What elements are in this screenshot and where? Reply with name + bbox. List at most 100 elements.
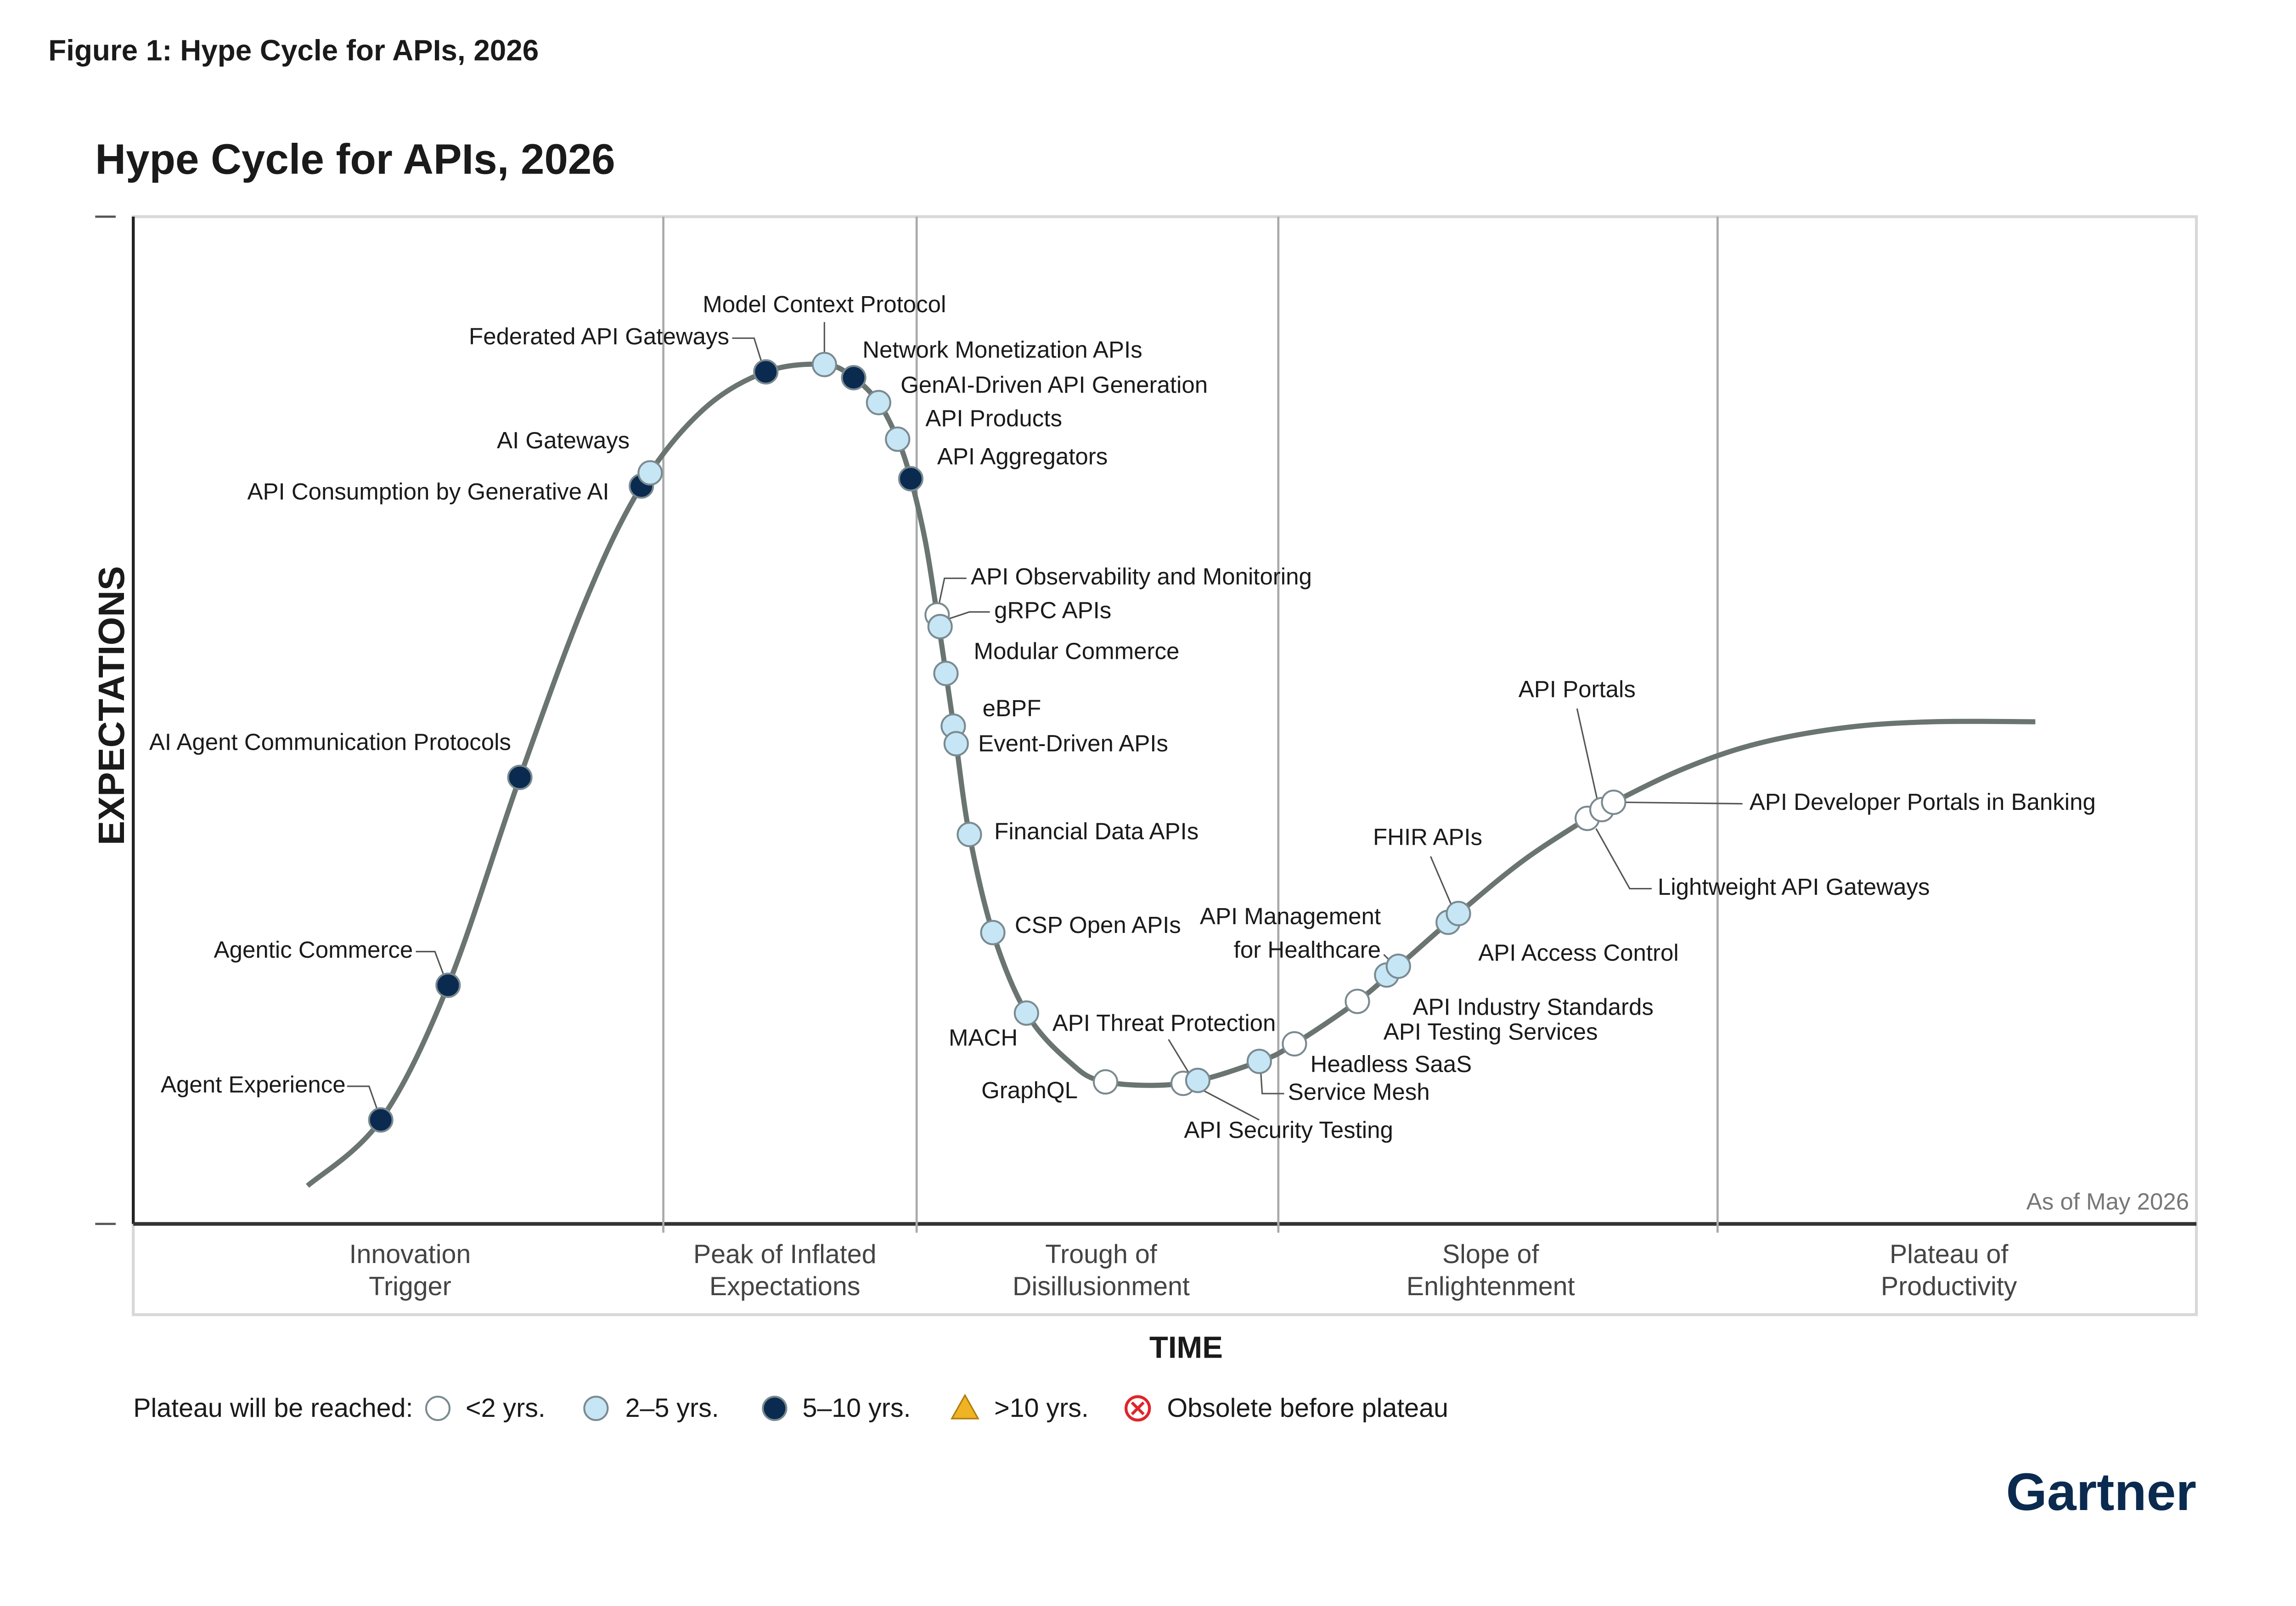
node-dot bbox=[435, 972, 461, 998]
node-dot bbox=[1092, 1069, 1119, 1095]
node-dot bbox=[368, 1107, 394, 1133]
node-dot bbox=[1246, 1049, 1272, 1074]
node-label: API Consumption by Generative AI bbox=[247, 478, 609, 505]
phase-label: Trigger bbox=[369, 1272, 451, 1301]
leader-line bbox=[1260, 1072, 1284, 1095]
leader-line bbox=[416, 951, 445, 976]
node-label: API Access Control bbox=[1478, 939, 1679, 966]
node-dot bbox=[927, 614, 953, 640]
phase-label: Disillusionment bbox=[1013, 1272, 1190, 1301]
y-axis-label: EXPECTATIONS bbox=[91, 566, 132, 845]
legend-label: <2 yrs. bbox=[466, 1393, 546, 1423]
legend-marker bbox=[583, 1395, 609, 1421]
node-dot bbox=[1345, 988, 1370, 1014]
node-label: Agentic Commerce bbox=[214, 937, 413, 963]
node-label: API Observability and Monitoring bbox=[971, 563, 1312, 590]
node-dot bbox=[1601, 789, 1626, 815]
leader-line bbox=[1595, 828, 1652, 890]
node-label: GenAI-Driven API Generation bbox=[900, 371, 1208, 398]
legend-label: >10 yrs. bbox=[994, 1393, 1089, 1423]
node-dot bbox=[1013, 1000, 1039, 1026]
node-label: Modular Commerce bbox=[974, 638, 1180, 664]
node-label: Financial Data APIs bbox=[994, 818, 1199, 844]
node-label: API Security Testing bbox=[1184, 1117, 1393, 1143]
phase-label: Expectations bbox=[709, 1272, 861, 1301]
phase-label: Innovation bbox=[349, 1240, 471, 1269]
leader-line bbox=[1168, 1039, 1190, 1074]
node-label: AI Agent Communication Protocols bbox=[149, 729, 511, 755]
node-label: Service Mesh bbox=[1288, 1078, 1430, 1105]
node-label: API Testing Services bbox=[1384, 1019, 1598, 1045]
phase-label: Slope of bbox=[1442, 1240, 1540, 1269]
node-label: for Healthcare bbox=[1234, 937, 1381, 963]
title: Hype Cycle for APIs, 2026 bbox=[95, 135, 615, 183]
legend-label: 5–10 yrs. bbox=[802, 1393, 911, 1423]
phase-label: Trough of bbox=[1045, 1240, 1158, 1269]
phase-label: Peak of Inflated bbox=[693, 1240, 877, 1269]
node-label: MACH bbox=[949, 1024, 1018, 1050]
node-dot bbox=[637, 460, 663, 486]
node-label: Federated API Gateways bbox=[469, 323, 729, 349]
node-label: API Aggregators bbox=[937, 444, 1108, 470]
node-label: Agent Experience bbox=[161, 1071, 346, 1097]
leader-line bbox=[1429, 856, 1453, 908]
node-label: FHIR APIs bbox=[1373, 824, 1482, 850]
leader-line bbox=[732, 337, 762, 362]
leader-line bbox=[347, 1085, 379, 1112]
logo: Gartner bbox=[2006, 1463, 2196, 1522]
node-dot bbox=[1385, 953, 1411, 979]
node-label: GraphQL bbox=[981, 1077, 1078, 1103]
phase-label: Enlightenment bbox=[1407, 1272, 1575, 1301]
legend-marker bbox=[1131, 1401, 1145, 1415]
node-dot bbox=[933, 661, 959, 686]
node-label: Lightweight API Gateways bbox=[1658, 874, 1930, 900]
node-label: API Products bbox=[925, 405, 1062, 432]
node-dot bbox=[507, 764, 533, 790]
node-dot bbox=[898, 466, 924, 492]
phase-dividers bbox=[662, 216, 1719, 1233]
node-dot bbox=[841, 365, 867, 391]
node-label: Network Monetization APIs bbox=[862, 337, 1142, 363]
legend-label: Obsolete before plateau bbox=[1167, 1393, 1448, 1423]
legend-marker bbox=[762, 1395, 788, 1421]
node-label: Event-Driven APIs bbox=[978, 730, 1168, 757]
node-dot bbox=[980, 920, 1006, 945]
leader-line bbox=[938, 577, 967, 606]
as-of: As of May 2026 bbox=[2026, 1189, 2189, 1215]
leader-line bbox=[947, 611, 990, 620]
caption: Figure 1: Hype Cycle for APIs, 2026 bbox=[48, 34, 539, 67]
node-label: gRPC APIs bbox=[994, 597, 1111, 623]
phase-label: Productivity bbox=[1881, 1272, 2017, 1301]
phase-label: Plateau of bbox=[1890, 1240, 2009, 1269]
x-axis-label: TIME bbox=[1149, 1331, 1223, 1365]
node-dot bbox=[957, 821, 982, 848]
legend-marker bbox=[950, 1393, 979, 1420]
node-dot bbox=[1282, 1031, 1307, 1057]
node-label: API Industry Standards bbox=[1412, 994, 1653, 1020]
node-label: API Threat Protection bbox=[1052, 1010, 1276, 1036]
leader-line bbox=[1622, 801, 1743, 805]
node-dot bbox=[811, 352, 837, 377]
legend-label: 2–5 yrs. bbox=[625, 1393, 719, 1423]
node-dot bbox=[1446, 901, 1471, 927]
node-label: API Developer Portals in Banking bbox=[1750, 789, 2096, 815]
layer: Innovation Trigger Peak of Inflated Expecta… bbox=[149, 291, 2096, 1301]
leader-line bbox=[1576, 708, 1598, 801]
node-dot bbox=[885, 427, 911, 452]
node-label: eBPF bbox=[983, 695, 1041, 721]
node-label: AI Gateways bbox=[497, 427, 630, 453]
node-dot bbox=[753, 359, 779, 385]
node-label: CSP Open APIs bbox=[1015, 912, 1181, 938]
node-label: Model Context Protocol bbox=[703, 291, 946, 317]
node-dot bbox=[1185, 1067, 1210, 1093]
legend-title: Plateau will be reached: bbox=[133, 1393, 413, 1423]
node-label: API Management bbox=[1200, 903, 1381, 929]
node-dot bbox=[866, 390, 891, 416]
leader-line bbox=[1203, 1090, 1260, 1121]
node-dot bbox=[943, 731, 969, 757]
legend-marker bbox=[425, 1395, 451, 1421]
node-label: Headless SaaS bbox=[1311, 1051, 1472, 1077]
